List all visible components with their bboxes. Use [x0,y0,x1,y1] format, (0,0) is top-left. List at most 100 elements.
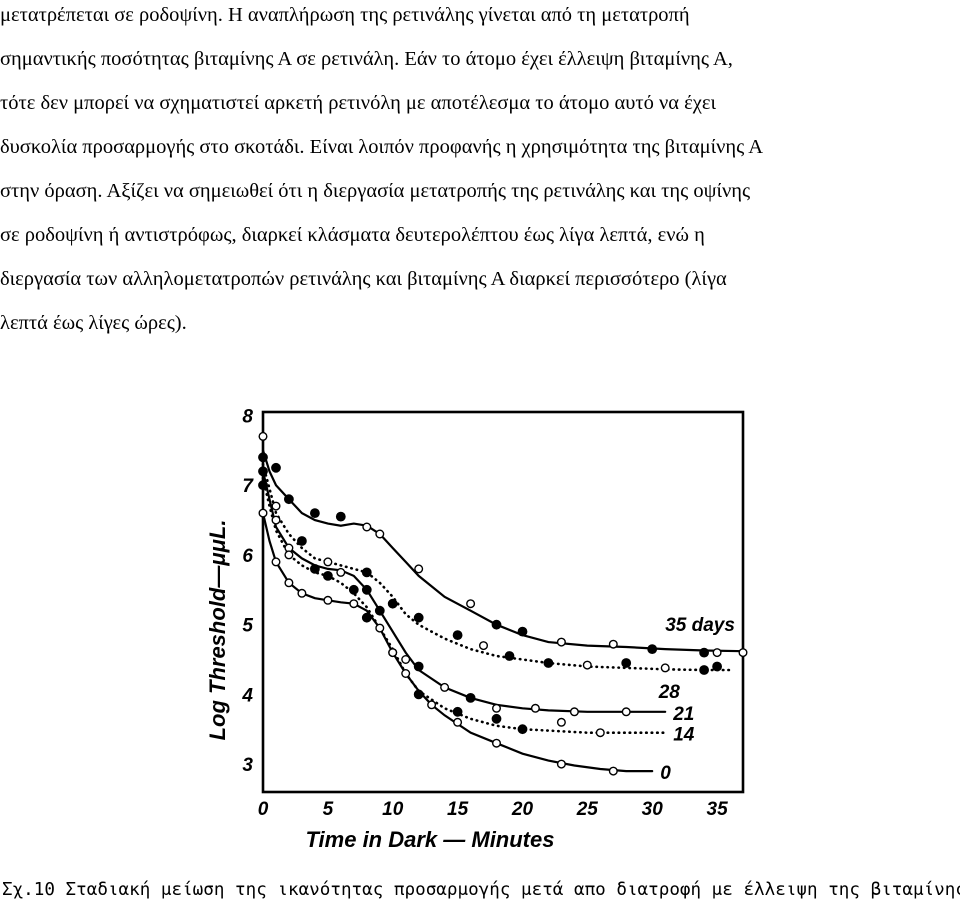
data-point [361,567,372,578]
plot-frame [261,410,745,794]
data-point [362,522,372,532]
data-point [258,452,268,463]
data-point [556,717,566,727]
series-label: 28 [658,682,681,703]
paragraph-line: σημαντικής ποσότητας βιταμίνης Α σε ρετι… [0,48,733,70]
paragraph-line: τότε δεν μπορεί να σχηματιστεί αρκετή ρε… [0,92,716,114]
data-point [699,665,709,675]
data-point [258,466,268,477]
x-tick-labels: 0 5 10 15 20 25 30 35 [258,799,728,820]
data-point [375,529,385,539]
data-point [375,623,385,633]
data-point [660,663,670,673]
x-tick-label: 15 [447,799,469,820]
data-point [413,689,424,700]
data-point [569,707,579,717]
data-point [427,700,437,710]
data-point [323,557,333,567]
data-point [453,717,463,727]
data-point [621,707,631,717]
x-tick-label: 0 [258,799,269,820]
data-point [323,595,333,605]
data-point [258,508,268,518]
body-paragraph: μετατρέπεται σε ροδοψίνη. Η αναπλήρωση τ… [0,0,960,352]
x-axis-label: Time in Dark — Minutes [306,827,555,852]
data-point [348,584,359,595]
data-point [258,480,268,491]
data-point [492,738,502,748]
data-point [543,658,554,668]
y-tick-label: 5 [242,616,253,637]
data-point [530,703,540,713]
data-point [401,669,411,679]
y-tick-label: 3 [242,755,253,776]
data-point [621,658,632,668]
data-point [414,564,424,574]
series-label: 0 [660,763,671,784]
data-point [608,639,618,649]
data-point [440,682,450,692]
data-point [504,651,515,661]
series-line [261,512,654,773]
data-point [699,647,709,658]
series-label: 35 days [665,615,735,636]
data-point [335,511,346,522]
data-point [388,648,398,658]
x-tick-label: 20 [511,799,534,820]
y-tick-label: 4 [241,685,253,706]
data-point [271,462,281,473]
curves-layer [261,449,745,773]
data-point [479,641,489,651]
series-line [261,470,667,713]
data-point [466,599,476,609]
data-point [374,605,385,616]
x-tick-label: 35 [707,799,729,820]
paragraph-line: διεργασία των αλληλομετατροπών ρετινάλης… [0,268,727,290]
x-tick-label: 25 [576,799,599,820]
data-point [491,713,502,724]
series-line [261,463,732,672]
data-point [297,588,307,598]
data-point [322,570,333,581]
data-point [361,612,372,623]
paragraph-line: σε ροδοψίνη ή αντιστρόφως, διαρκεί κλάσμ… [0,224,705,246]
x-tick-label: 10 [382,799,404,820]
points-layer [258,431,748,776]
data-point [738,648,748,658]
data-point [413,612,424,623]
data-point [271,515,281,525]
paragraph-line: στην όραση. Αξίζει να σημειωθεί ότι η δι… [0,180,751,202]
paragraph-line: μετατρέπεται σε ροδοψίνη. Η αναπλήρωση τ… [0,4,690,26]
data-point [310,508,320,519]
data-point [349,599,359,609]
data-point [401,655,411,665]
data-point [517,724,528,735]
data-point [491,619,502,630]
y-tick-label: 6 [242,546,253,567]
data-point [258,431,268,441]
paragraph-line: λεπτά έως λίγες ώρες). [0,312,187,334]
data-point [297,536,307,546]
data-point [413,661,424,672]
paragraph-line: δυσκολία προσαρμογής στο σκοτάδι. Είναι … [0,136,763,158]
y-axis-label: Log Threshold—μμL. [205,520,230,741]
data-point [712,661,722,672]
data-point [582,660,592,670]
data-point [556,759,566,769]
data-point [595,728,605,738]
data-point [271,501,281,511]
data-point [310,563,320,574]
data-point [492,703,502,713]
data-point [465,692,476,703]
series-label: 14 [673,725,695,746]
data-point [712,648,722,658]
data-point [271,557,281,567]
data-point [284,494,294,505]
data-point [517,626,528,637]
series-label: 21 [672,704,694,725]
data-point [647,644,658,654]
series-line [261,449,745,653]
data-point [608,766,618,776]
